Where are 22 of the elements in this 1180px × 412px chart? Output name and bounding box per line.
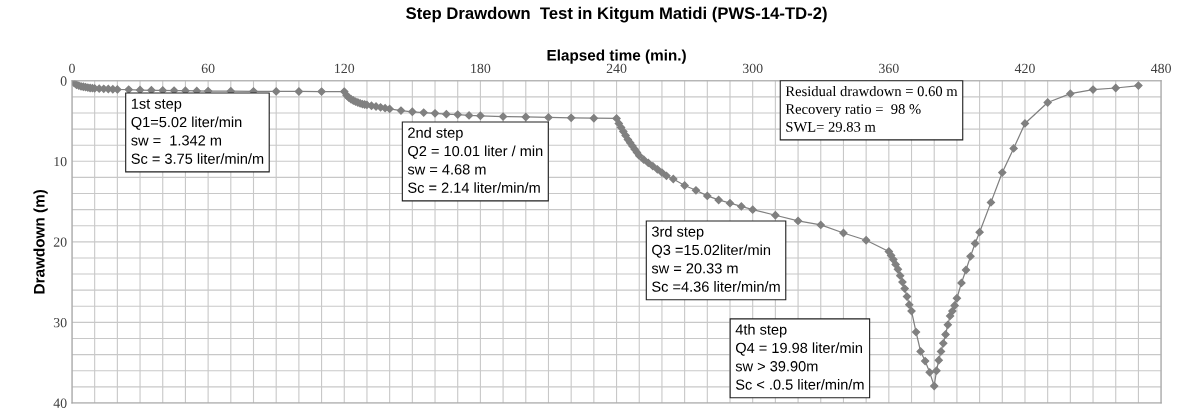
- chart-title: Step Drawdown Test in Kitgum Matidi (PWS-14-TD-2): [406, 6, 827, 23]
- annotation: 1st step Q1=5.02 liter/min sw = 1.342 m Sc = 3.75 liter/min/m: [131, 98, 264, 164]
- annotation: 2nd step Q2 = 10.01 liter / min sw = 4.68 m Sc = 2.14 liter/min/m: [407, 127, 543, 193]
- annotation: 4th step Q4 = 19.98 liter/min sw > 39.90m Sc < .0.5 liter/min/m: [735, 324, 864, 390]
- y-tick-label: 20: [53, 237, 67, 247]
- x-tick-label: 60: [201, 63, 215, 74]
- y-tick-label: 30: [53, 317, 67, 328]
- x-tick-label: 240: [606, 63, 627, 74]
- x-tick-label: 120: [335, 63, 355, 74]
- x-tick-label: 420: [1014, 63, 1035, 74]
- x-tick-label: 480: [1150, 63, 1172, 74]
- x-tick-label: 0: [69, 63, 75, 74]
- annotation: Residual drawdown = 0.60 m Recovery ratio = 98 % SWL= 29.83 m: [785, 85, 958, 132]
- x-tick-label: 180: [471, 63, 491, 74]
- y-tick-label: 10: [54, 156, 67, 167]
- x-axis-title: Elapsed time (min.): [547, 49, 686, 64]
- y-axis-title: Drawdown (m): [33, 189, 48, 294]
- y-tick-label: 40: [53, 398, 67, 408]
- y-tick-label: 0: [60, 76, 67, 86]
- annotation: 3rd step Q3 =15.02liter/min sw = 20.33 m Sc =4.36 liter/min/m: [651, 226, 780, 292]
- x-tick-label: 300: [742, 63, 763, 74]
- x-tick-label: 360: [879, 63, 899, 74]
